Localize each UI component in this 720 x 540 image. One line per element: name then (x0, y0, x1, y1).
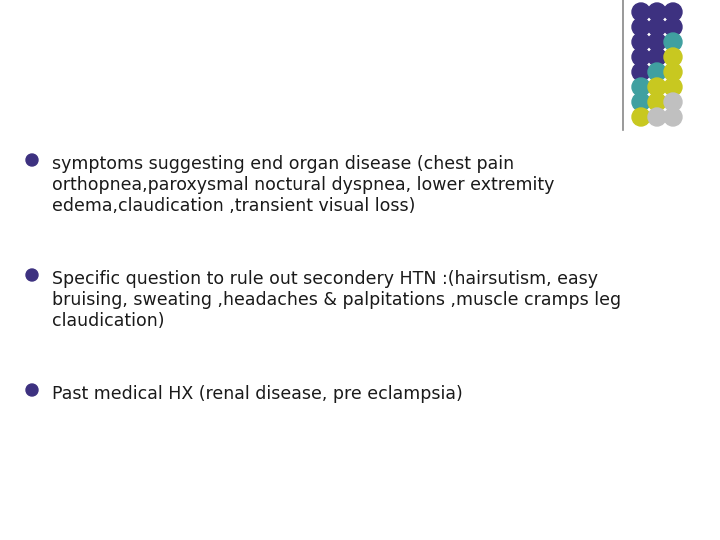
Circle shape (648, 63, 666, 81)
Circle shape (664, 63, 682, 81)
Circle shape (648, 108, 666, 126)
Circle shape (664, 18, 682, 36)
Circle shape (632, 48, 650, 66)
Circle shape (648, 78, 666, 96)
Text: symptoms suggesting end organ disease (chest pain: symptoms suggesting end organ disease (c… (52, 155, 514, 173)
Circle shape (632, 78, 650, 96)
Circle shape (648, 33, 666, 51)
Circle shape (648, 18, 666, 36)
Circle shape (664, 48, 682, 66)
Circle shape (664, 93, 682, 111)
Text: edema,claudication ,transient visual loss): edema,claudication ,transient visual los… (52, 197, 415, 215)
Circle shape (26, 384, 38, 396)
Circle shape (664, 108, 682, 126)
Circle shape (648, 3, 666, 21)
Circle shape (632, 3, 650, 21)
Circle shape (648, 93, 666, 111)
Circle shape (632, 18, 650, 36)
Circle shape (664, 3, 682, 21)
Text: Past medical HX (renal disease, pre eclampsia): Past medical HX (renal disease, pre ecla… (52, 385, 463, 403)
Circle shape (632, 63, 650, 81)
Circle shape (648, 48, 666, 66)
Circle shape (664, 78, 682, 96)
Text: Specific question to rule out secondery HTN :(hairsutism, easy: Specific question to rule out secondery … (52, 270, 598, 288)
Text: bruising, sweating ,headaches & palpitations ,muscle cramps leg: bruising, sweating ,headaches & palpitat… (52, 291, 621, 309)
Circle shape (632, 33, 650, 51)
Circle shape (664, 33, 682, 51)
Circle shape (26, 269, 38, 281)
Text: claudication): claudication) (52, 312, 164, 330)
Circle shape (632, 108, 650, 126)
Circle shape (632, 93, 650, 111)
Circle shape (26, 154, 38, 166)
Text: orthopnea,paroxysmal noctural dyspnea, lower extremity: orthopnea,paroxysmal noctural dyspnea, l… (52, 176, 554, 194)
